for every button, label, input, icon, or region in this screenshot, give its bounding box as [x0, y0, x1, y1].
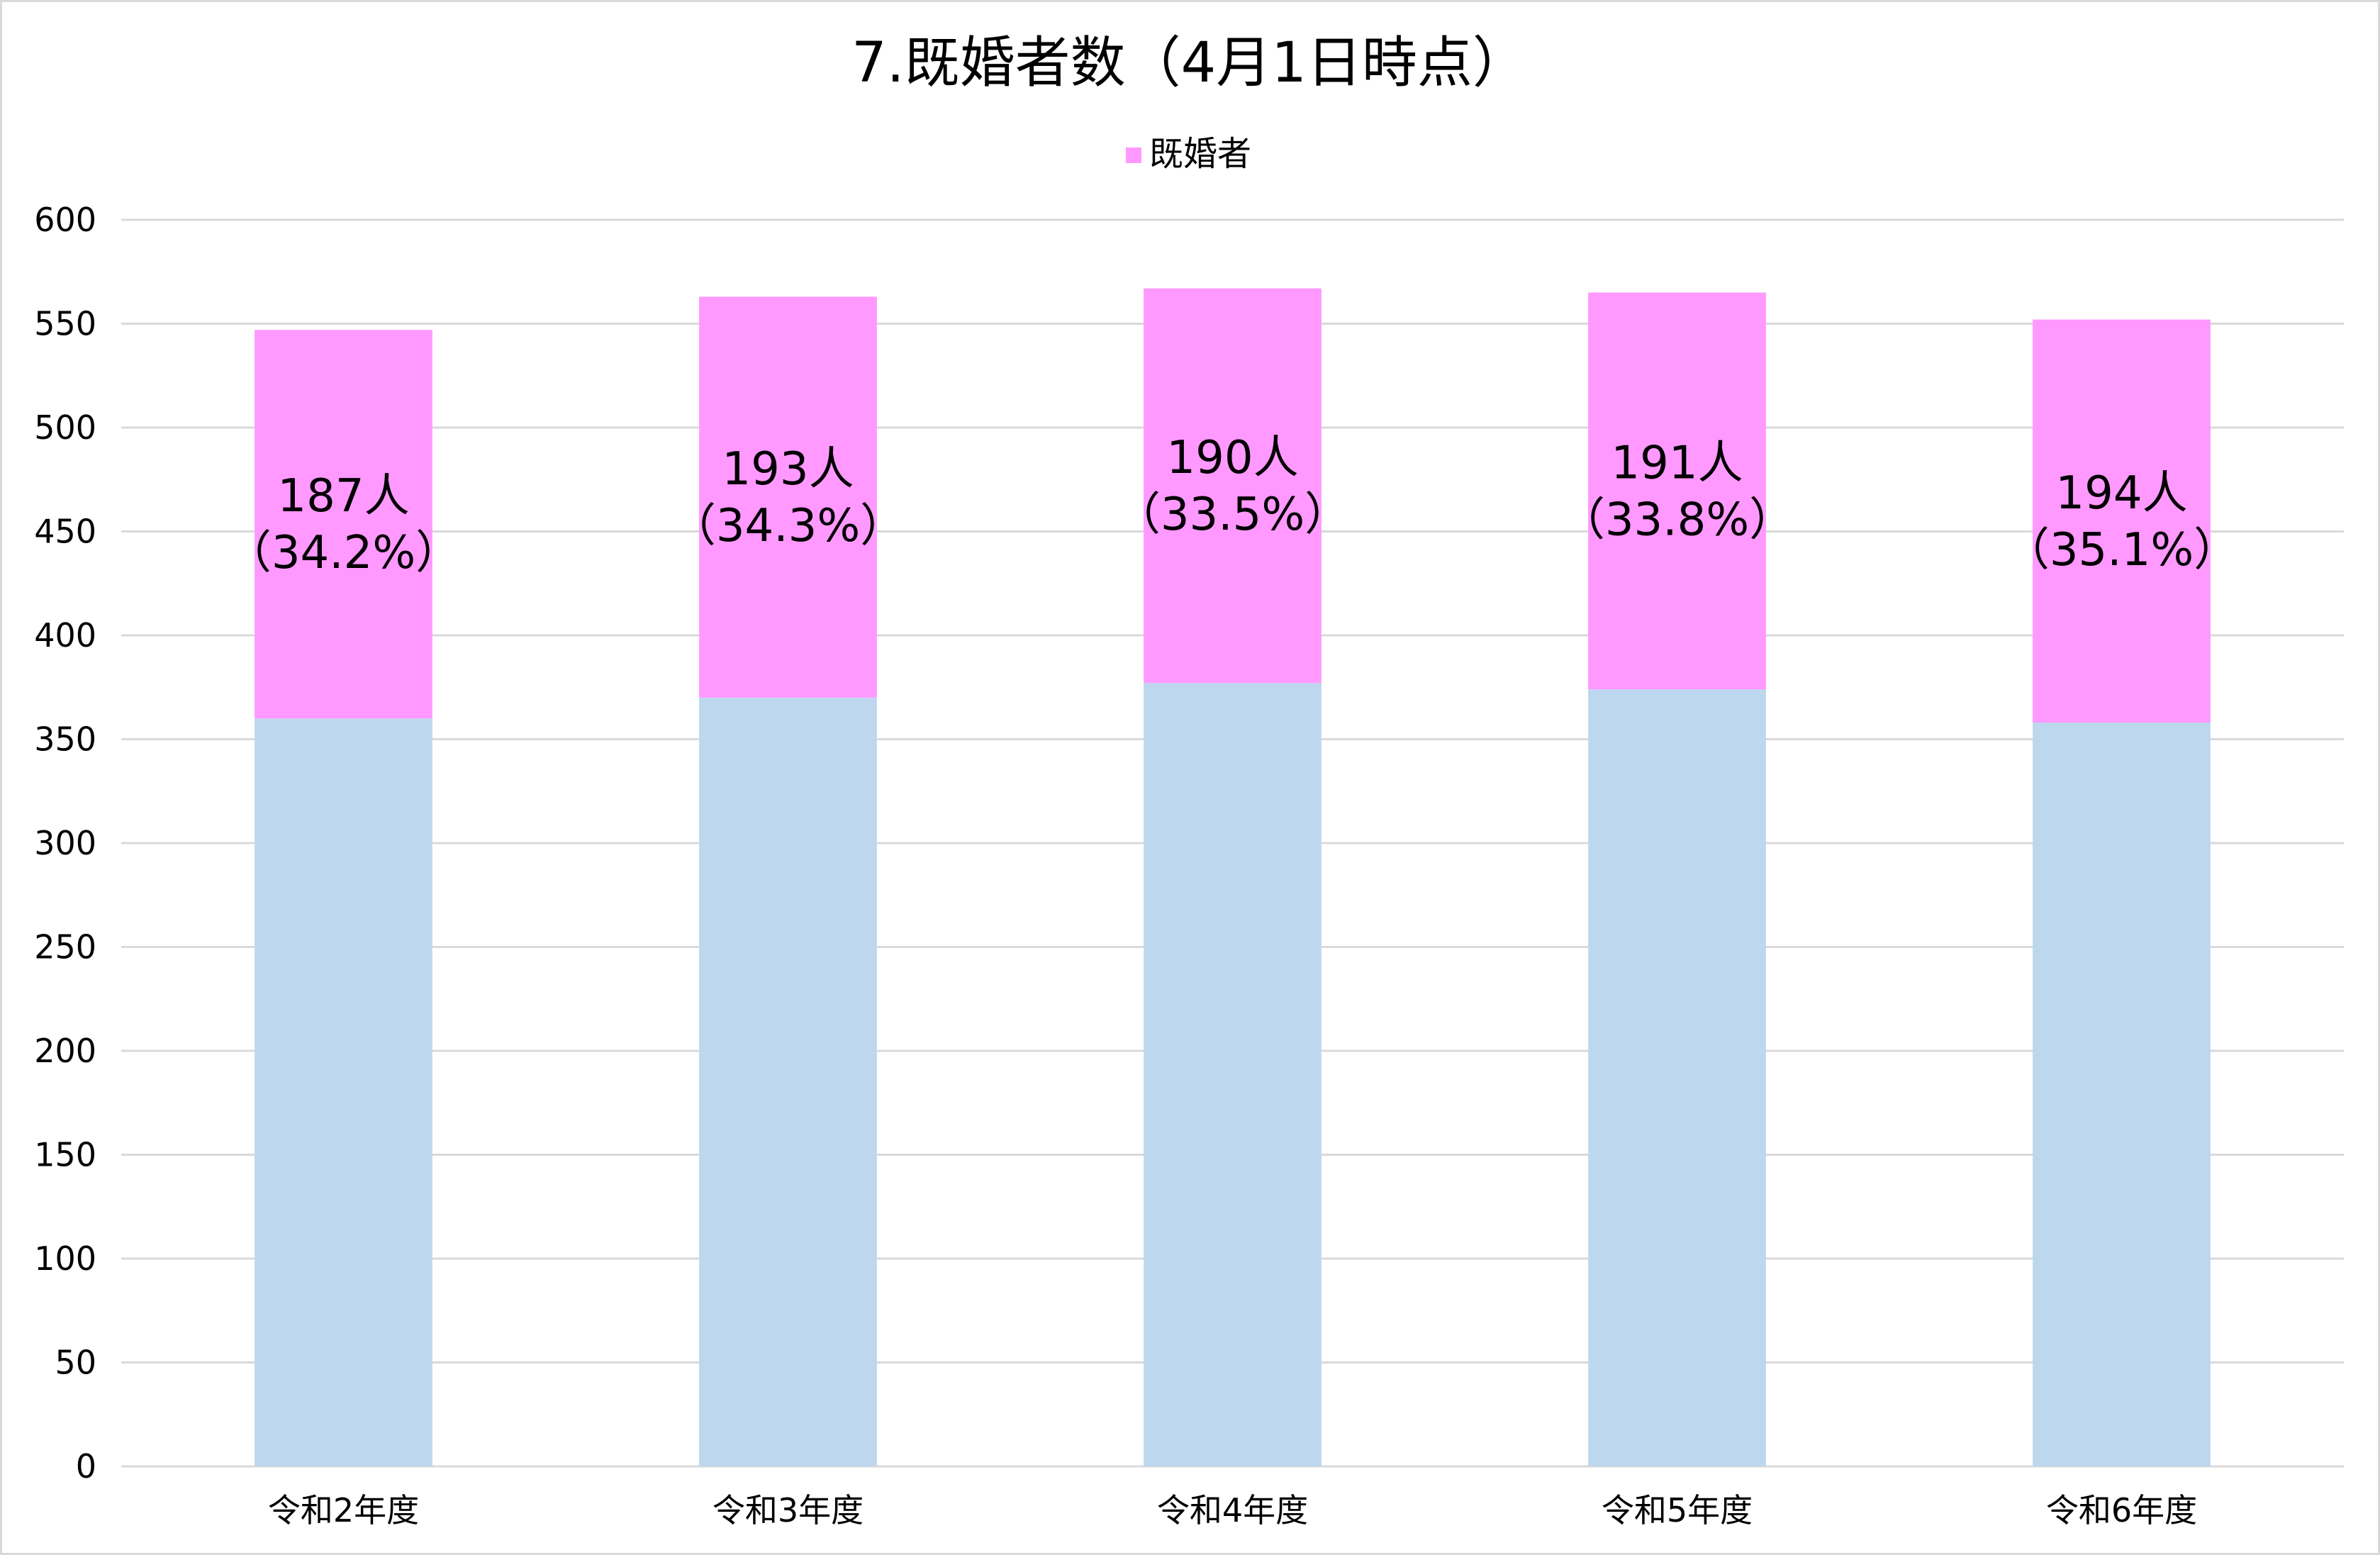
- y-tick-label: 50: [55, 1344, 96, 1382]
- y-tick-label: 550: [34, 305, 96, 343]
- bar-base-segment: [255, 718, 432, 1467]
- y-tick-label: 100: [34, 1239, 96, 1278]
- data-label-percent: （35.1%）: [2004, 524, 2239, 576]
- y-tick-label: 0: [76, 1447, 96, 1486]
- x-tick-label: 令和6年度: [2046, 1491, 2197, 1529]
- bars: 187人（34.2%） 193人（34.3%） 190人（33.5%） 191人（33…: [226, 288, 2239, 1467]
- data-label-count: 190人: [1166, 432, 1298, 484]
- data-label-count: 187人: [277, 470, 409, 523]
- data-label-percent: （34.2%）: [226, 527, 461, 579]
- x-tick-label: 令和2年度: [268, 1491, 419, 1529]
- data-label-count: 194人: [2055, 467, 2187, 520]
- bar-married-segment: [255, 330, 432, 719]
- legend-label: 既婚者: [1149, 134, 1251, 174]
- y-tick-label: 300: [34, 824, 96, 862]
- bar-married-segment: [699, 296, 877, 698]
- x-tick-label: 令和5年度: [1602, 1491, 1753, 1529]
- y-tick-label: 600: [34, 201, 96, 239]
- data-label-percent: （33.8%）: [1560, 494, 1794, 546]
- y-tick-label: 200: [34, 1032, 96, 1070]
- y-tick-label: 450: [34, 513, 96, 551]
- x-tick-label: 令和4年度: [1157, 1491, 1308, 1529]
- data-label-count: 191人: [1611, 437, 1743, 489]
- y-tick-label: 350: [34, 720, 96, 759]
- chart-title: 7.既婚者数（4月1日時点）: [851, 31, 1528, 95]
- y-tick-label: 150: [34, 1136, 96, 1174]
- bar-married-segment: [1588, 292, 1766, 690]
- legend: 既婚者: [1126, 134, 1251, 174]
- bar-base-segment: [1144, 683, 1322, 1466]
- legend-swatch: [1126, 147, 1141, 163]
- y-tick-label: 500: [34, 408, 96, 447]
- bar-married-segment: [2033, 319, 2211, 723]
- y-axis: 0 50 100 150 200 250 300 350 400 450 500 550 600: [34, 201, 96, 1486]
- x-tick-label: 令和3年度: [713, 1491, 864, 1529]
- y-tick-label: 400: [34, 616, 96, 654]
- bar-base-segment: [699, 697, 877, 1466]
- data-label-count: 193人: [722, 443, 854, 496]
- x-axis: 令和2年度 令和3年度 令和4年度 令和5年度 令和6年度: [268, 1491, 2197, 1529]
- y-tick-label: 250: [34, 928, 96, 966]
- bar-base-segment: [1588, 689, 1766, 1467]
- data-label-percent: （33.5%）: [1115, 489, 1350, 541]
- bar-base-segment: [2033, 723, 2211, 1466]
- bar-married-segment: [1144, 288, 1322, 684]
- data-label-percent: （34.3%）: [671, 500, 905, 552]
